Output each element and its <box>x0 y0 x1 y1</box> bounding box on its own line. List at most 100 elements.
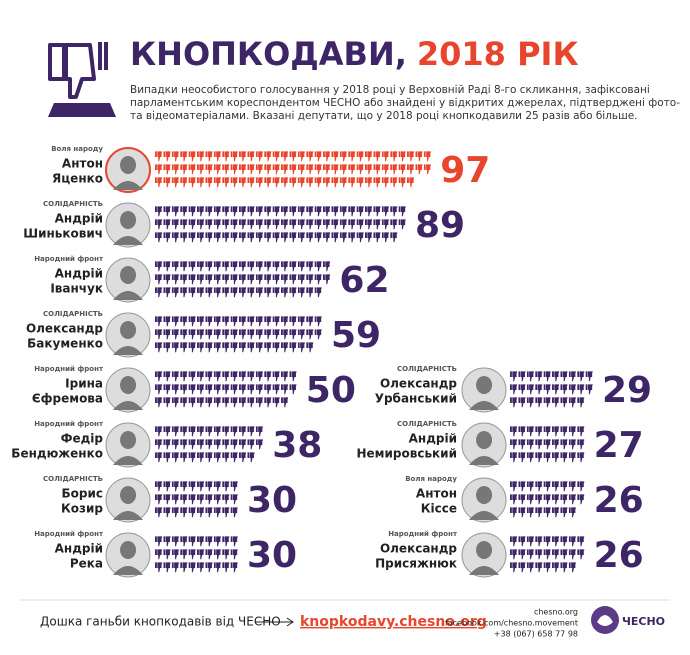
icon <box>552 481 560 492</box>
icon <box>171 232 179 243</box>
site-link[interactable]: knopkodavy.chesno.org <box>300 614 487 630</box>
icon <box>560 562 568 573</box>
icon <box>171 164 179 175</box>
link-text[interactable]: knopkodavy.chesno.org <box>300 614 487 630</box>
icon <box>281 371 289 382</box>
icon <box>518 536 526 547</box>
icon <box>197 397 205 408</box>
icon <box>247 371 255 382</box>
icon <box>222 507 230 518</box>
icon <box>205 177 213 188</box>
icon <box>526 426 534 437</box>
icon <box>535 397 543 408</box>
icon <box>155 316 163 327</box>
icon <box>222 536 230 547</box>
icon <box>213 426 221 437</box>
icon <box>297 342 305 353</box>
icon <box>222 426 230 437</box>
icon <box>264 151 272 162</box>
icon <box>577 371 585 382</box>
icon <box>188 316 196 327</box>
icon <box>222 439 230 450</box>
icon <box>205 342 213 353</box>
icon <box>163 261 171 272</box>
icon <box>552 426 560 437</box>
icon <box>510 562 518 573</box>
photo-silhouette <box>469 431 499 465</box>
icon <box>331 177 339 188</box>
icon <box>255 439 263 450</box>
icon <box>365 206 373 217</box>
icon <box>230 507 238 518</box>
first-name: Федір <box>61 432 104 446</box>
count: 26 <box>594 535 644 576</box>
icon <box>222 151 230 162</box>
icon <box>373 206 381 217</box>
icon <box>230 261 238 272</box>
icon <box>188 397 196 408</box>
icon <box>230 219 238 230</box>
icon <box>239 206 247 217</box>
icon <box>510 439 518 450</box>
icon <box>171 494 179 505</box>
icon <box>415 164 423 175</box>
icon <box>535 507 543 518</box>
icon <box>163 549 171 560</box>
icon <box>230 397 238 408</box>
icon <box>205 397 213 408</box>
first-name: Борис <box>61 487 103 501</box>
icon <box>197 384 205 395</box>
icon <box>197 439 205 450</box>
icon <box>171 549 179 560</box>
icon <box>213 219 221 230</box>
icon <box>264 316 272 327</box>
icon <box>180 536 188 547</box>
count: 27 <box>594 425 644 466</box>
icon <box>289 206 297 217</box>
icon <box>247 329 255 340</box>
icon <box>552 452 560 463</box>
icon <box>331 164 339 175</box>
icon <box>171 342 179 353</box>
icon <box>289 261 297 272</box>
icon <box>323 164 331 175</box>
icon <box>407 164 415 175</box>
icon <box>264 177 272 188</box>
icon <box>577 481 585 492</box>
icon <box>230 287 238 298</box>
icon <box>348 206 356 217</box>
icon <box>222 549 230 560</box>
icon <box>230 232 238 243</box>
icon <box>543 549 551 560</box>
icon <box>222 342 230 353</box>
icon <box>306 274 314 285</box>
icon <box>526 536 534 547</box>
icon <box>365 151 373 162</box>
icon <box>264 219 272 230</box>
icon <box>526 439 534 450</box>
icon <box>205 452 213 463</box>
icon <box>314 287 322 298</box>
first-name: Антон <box>62 157 103 171</box>
icon <box>535 562 543 573</box>
icon <box>526 494 534 505</box>
icon <box>314 219 322 230</box>
icon <box>510 549 518 560</box>
icon <box>289 219 297 230</box>
icon <box>171 151 179 162</box>
icon <box>339 232 347 243</box>
first-name: Андрій <box>409 432 457 446</box>
icon <box>381 219 389 230</box>
icon <box>381 177 389 188</box>
icon <box>213 316 221 327</box>
icon <box>264 232 272 243</box>
icon <box>356 177 364 188</box>
icon <box>230 439 238 450</box>
icon <box>230 177 238 188</box>
icon <box>155 206 163 217</box>
photo-silhouette <box>469 486 499 520</box>
icon <box>230 384 238 395</box>
icon <box>543 507 551 518</box>
icon <box>552 384 560 395</box>
